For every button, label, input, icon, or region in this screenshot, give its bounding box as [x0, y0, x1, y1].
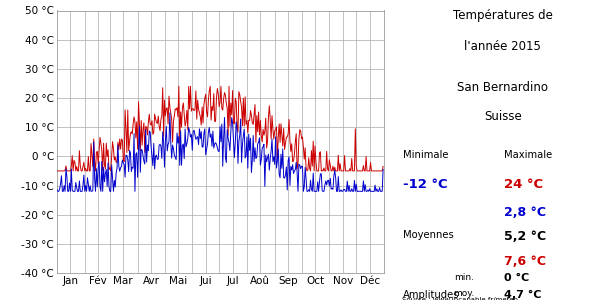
Text: moy.: moy. — [453, 290, 474, 298]
Text: min.: min. — [454, 273, 474, 282]
Text: Températures de: Températures de — [453, 9, 553, 22]
Text: 4,7 °C: 4,7 °C — [504, 290, 542, 300]
Text: San Bernardino: San Bernardino — [457, 81, 548, 94]
Text: l'année 2015: l'année 2015 — [464, 40, 541, 53]
Text: 24 °C: 24 °C — [504, 178, 543, 191]
Text: Suisse: Suisse — [484, 110, 521, 122]
Text: 2,8 °C: 2,8 °C — [504, 206, 546, 218]
Text: 5,2 °C: 5,2 °C — [504, 230, 546, 242]
Text: Amplitudes: Amplitudes — [403, 290, 460, 299]
Text: 0 °C: 0 °C — [504, 273, 529, 283]
Text: Maximale: Maximale — [504, 150, 552, 160]
Text: Source : www.incapable.fr/meteo: Source : www.incapable.fr/meteo — [402, 297, 518, 300]
Text: 7,6 °C: 7,6 °C — [504, 255, 546, 268]
Text: -12 °C: -12 °C — [403, 178, 448, 191]
Text: Minimale: Minimale — [403, 150, 449, 160]
Text: Moyennes: Moyennes — [403, 230, 454, 239]
